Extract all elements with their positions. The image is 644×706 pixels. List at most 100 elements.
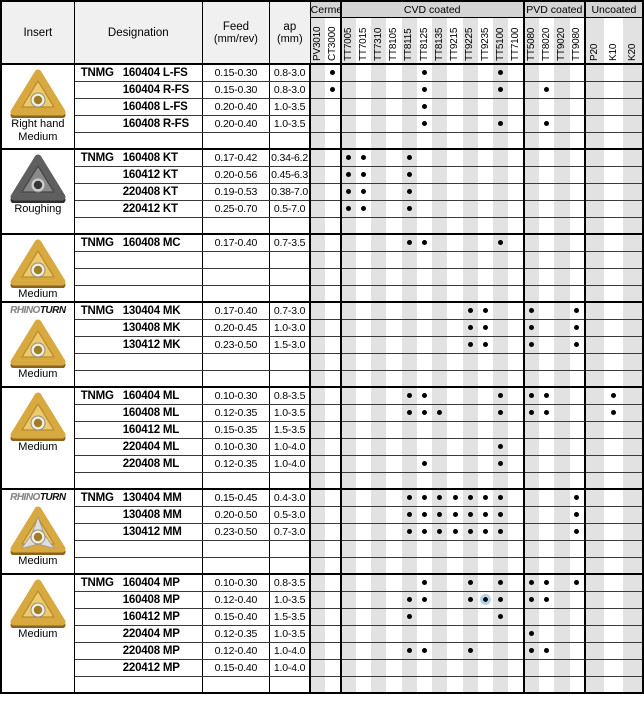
grade-cell-TT9235 xyxy=(477,353,494,371)
grade-cell-CT3000 xyxy=(325,63,341,82)
designation-number: 160408 KT xyxy=(122,151,178,164)
grade-cell-TT7015 xyxy=(355,506,372,524)
grade-cell-TT8020 xyxy=(539,268,555,286)
grade-cell-TT8135 xyxy=(432,386,448,405)
availability-dot xyxy=(483,342,489,347)
grade-cell-K20 xyxy=(623,98,643,116)
availability-dot xyxy=(422,461,428,466)
grade-cell-PV3010 xyxy=(310,148,326,167)
grade-cell-TT5100 xyxy=(493,183,509,201)
grade-cell-P20 xyxy=(583,183,605,201)
designation-cell xyxy=(74,251,203,269)
designation-cell: 220408 MP xyxy=(74,642,203,660)
grade-cell-TT5100 xyxy=(493,386,509,405)
grade-cell-TT9235 xyxy=(477,676,494,694)
grade-cell-TT8115 xyxy=(401,488,417,507)
grade-cell-TT7005 xyxy=(339,557,356,575)
grade-label: TT9080 xyxy=(570,27,582,61)
grade-cell-TT8115 xyxy=(401,301,417,320)
grade-cell-TT9215 xyxy=(447,233,463,252)
grade-cell-TT8020 xyxy=(539,676,555,694)
grade-cell-TT8105 xyxy=(386,506,402,524)
grade-cell-TT9080 xyxy=(569,63,585,82)
grade-column-TT9225: TT9225 xyxy=(462,17,478,64)
designation-text: 160408 L-FS xyxy=(75,101,202,113)
grade-cell-TT8125 xyxy=(416,98,433,116)
designation-number: 160408 R-FS xyxy=(122,117,189,130)
availability-dot xyxy=(480,594,492,605)
designation-cell: TNMG 160404 ML xyxy=(74,386,203,405)
grade-cell-TT5100 xyxy=(493,251,509,269)
grade-cell-TT5080 xyxy=(522,472,540,490)
availability-dot xyxy=(544,648,550,653)
grade-cell-CT3000 xyxy=(325,659,341,677)
availability-dot xyxy=(406,206,412,211)
column-header-feed: Feed (mm/rev) xyxy=(201,0,270,65)
grade-cell-TT5080 xyxy=(522,438,540,456)
grade-cell-TT7005 xyxy=(339,488,356,507)
grade-cell-TT7100 xyxy=(508,353,524,371)
grade-cell-PV3010 xyxy=(310,285,326,303)
insert-cell: RHINOTURN Medium xyxy=(1,488,75,575)
grade-cell-K10 xyxy=(604,488,624,507)
table-header: Insert Designation Feed (mm/rev) ap (mm)… xyxy=(0,0,644,65)
grade-cell-TT8105 xyxy=(386,370,402,388)
availability-dot xyxy=(406,240,412,246)
grade-column-TT7310: TT7310 xyxy=(371,17,387,64)
grade-cell-TT9215 xyxy=(447,166,463,184)
grade-cell-TT8020 xyxy=(539,523,555,541)
availability-dot xyxy=(467,495,473,501)
grade-cell-PV3010 xyxy=(310,217,326,235)
availability-dot xyxy=(498,393,504,399)
grade-cell-TT7100 xyxy=(508,166,524,184)
designation-number: 160412 ML xyxy=(122,423,180,436)
grade-column-P20: P20 xyxy=(583,17,605,64)
grade-cell-TT9215 xyxy=(447,591,463,609)
grade-cell-TT5080 xyxy=(522,591,540,609)
grade-cell-TT8135 xyxy=(432,353,448,371)
grade-cell-TT8125 xyxy=(416,251,433,269)
feed-cell: 0.10-0.30 xyxy=(202,573,270,592)
grade-cell-TT8020 xyxy=(539,421,555,439)
grade-cell-TT8135 xyxy=(432,370,448,388)
grade-cell-TT7310 xyxy=(371,642,387,660)
grade-cell-PV3010 xyxy=(310,98,326,116)
grade-cell-TT9080 xyxy=(569,438,585,456)
grade-cell-TT9020 xyxy=(554,166,570,184)
designation-cell xyxy=(74,285,203,303)
grade-cell-TT9235 xyxy=(477,336,494,354)
grade-cell-TT8115 xyxy=(401,676,417,694)
grade-cell-TT9225 xyxy=(462,642,478,660)
grade-cell-P20 xyxy=(583,540,605,558)
grade-cell-TT9080 xyxy=(569,233,585,252)
availability-dot xyxy=(467,342,473,347)
grade-label-row: PV3010 CT3000 TT7005 TT7015 TT7310 TT8105 TT81… xyxy=(1,17,643,64)
grade-cell-TT9020 xyxy=(554,251,570,269)
ap-cell: 0.7-3.0 xyxy=(269,523,312,541)
grade-cell-TT7310 xyxy=(371,98,387,116)
grade-cell-K10 xyxy=(604,591,624,609)
table-row: Roughing TNMG 160408 KT 0.17-0.42 0.34-6.2 xyxy=(1,148,643,235)
grade-cell-TT8020 xyxy=(539,573,555,592)
designation-number: 160408 MP xyxy=(122,593,180,606)
grade-cell-TT8125 xyxy=(416,625,433,643)
insert-caption: Medium xyxy=(18,131,58,143)
table-row: 220412 KT 0.25-0.70 0.5-7.0 xyxy=(1,200,643,218)
grade-group-header-row: Insert Designation Feed (mm/rev) ap (mm)… xyxy=(0,0,644,65)
grade-cell-TT5080 xyxy=(522,625,540,643)
grade-cell-TT8115 xyxy=(401,386,417,405)
grade-cell-TT9235 xyxy=(477,63,494,82)
grade-cell-TT7005 xyxy=(339,540,356,558)
grade-cell-TT9215 xyxy=(447,557,463,575)
availability-dot xyxy=(406,512,412,517)
grade-cell-TT9020 xyxy=(554,540,570,558)
designation-cell: 220412 MP xyxy=(74,659,203,677)
grade-cell-TT7310 xyxy=(371,676,387,694)
grade-cell-TT5080 xyxy=(522,217,540,235)
grade-cell-TT9020 xyxy=(554,353,570,371)
grade-cell-TT9235 xyxy=(477,148,494,167)
grade-cell-TT7015 xyxy=(355,285,372,303)
availability-dot xyxy=(422,580,428,586)
grade-cell-TT9215 xyxy=(447,659,463,677)
designation-number: 160412 KT xyxy=(122,168,178,181)
